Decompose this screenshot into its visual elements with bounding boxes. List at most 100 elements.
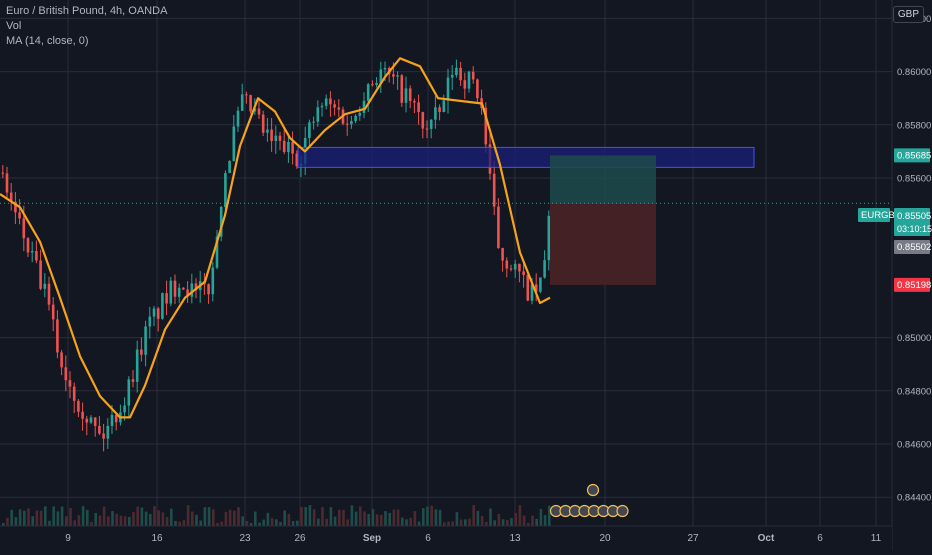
candle[interactable] (434, 107, 437, 120)
candle[interactable] (131, 379, 135, 382)
candle[interactable] (1, 172, 5, 174)
candle[interactable] (56, 319, 59, 353)
candle[interactable] (526, 274, 530, 301)
candle[interactable] (312, 121, 315, 123)
candle[interactable] (26, 238, 30, 253)
candle[interactable] (543, 260, 546, 278)
candle[interactable] (39, 260, 42, 289)
candle[interactable] (337, 107, 341, 110)
candle[interactable] (274, 135, 278, 141)
candle[interactable] (114, 414, 118, 423)
candle[interactable] (156, 308, 160, 319)
candle[interactable] (240, 94, 244, 111)
candle[interactable] (400, 75, 404, 103)
candle[interactable] (152, 308, 156, 317)
candle[interactable] (215, 236, 219, 268)
candle[interactable] (492, 173, 496, 207)
candle[interactable] (463, 80, 467, 89)
candle[interactable] (261, 114, 265, 133)
time-axis[interactable] (0, 526, 892, 550)
candle[interactable] (35, 251, 38, 261)
candle[interactable] (379, 69, 383, 83)
candle[interactable] (148, 316, 152, 327)
candle[interactable] (455, 67, 458, 76)
candle[interactable] (144, 326, 147, 355)
candle[interactable] (371, 84, 374, 86)
candle[interactable] (413, 101, 416, 103)
volume-indicator-label[interactable]: Vol (6, 20, 22, 32)
candle[interactable] (219, 207, 223, 237)
candle[interactable] (459, 67, 462, 81)
candle[interactable] (165, 293, 168, 304)
candle[interactable] (228, 160, 231, 174)
candle[interactable] (127, 379, 131, 406)
symbol-label-badge[interactable] (858, 208, 890, 222)
candle[interactable] (392, 74, 395, 77)
candle[interactable] (77, 400, 80, 412)
candle[interactable] (287, 142, 290, 152)
candle[interactable] (30, 251, 34, 253)
candle[interactable] (329, 98, 332, 105)
candle[interactable] (110, 414, 114, 427)
candle[interactable] (190, 283, 194, 297)
candle[interactable] (324, 98, 328, 106)
candle[interactable] (81, 411, 84, 419)
candle[interactable] (123, 405, 126, 413)
candle[interactable] (518, 263, 521, 272)
candle[interactable] (442, 100, 446, 113)
entry-price-label-badge[interactable] (894, 240, 930, 254)
candle[interactable] (320, 105, 324, 108)
profit-target-zone[interactable] (550, 155, 656, 205)
candle[interactable] (333, 104, 336, 108)
candle[interactable] (505, 260, 509, 269)
candle[interactable] (14, 201, 17, 213)
candle[interactable] (522, 271, 525, 275)
candle[interactable] (450, 75, 454, 78)
candle[interactable] (253, 108, 257, 112)
candle[interactable] (471, 71, 475, 80)
candle[interactable] (513, 263, 517, 270)
moving-average-line[interactable] (0, 57, 551, 419)
resistance-zone[interactable] (297, 146, 755, 168)
economic-event-flag-icon[interactable] (586, 483, 600, 497)
currency-badge[interactable]: GBP (892, 6, 924, 23)
candle[interactable] (408, 88, 412, 102)
candle[interactable] (51, 304, 55, 320)
candle[interactable] (68, 380, 72, 387)
candle[interactable] (350, 121, 353, 125)
candle[interactable] (177, 287, 181, 297)
candle[interactable] (295, 153, 299, 167)
candle[interactable] (106, 426, 110, 439)
candle[interactable] (47, 283, 51, 305)
candle[interactable] (383, 68, 387, 70)
candle[interactable] (98, 425, 101, 434)
candle[interactable] (18, 212, 21, 219)
stop-price-label-badge[interactable] (894, 277, 930, 292)
candle[interactable] (446, 77, 450, 101)
candle[interactable] (64, 367, 68, 381)
candle[interactable] (93, 417, 97, 426)
zone-price-label-badge[interactable] (894, 148, 930, 163)
candle[interactable] (396, 75, 399, 77)
candle[interactable] (102, 433, 105, 439)
candle[interactable] (476, 79, 479, 99)
candle[interactable] (140, 349, 143, 355)
price-axis[interactable] (892, 0, 932, 550)
candle[interactable] (186, 289, 189, 297)
ma-indicator-label[interactable]: MA (14, close, 0) (6, 35, 89, 47)
candle[interactable] (211, 267, 215, 295)
candle[interactable] (404, 88, 408, 103)
candle[interactable] (60, 352, 63, 368)
economic-event-flag-icon[interactable] (616, 504, 629, 518)
candle[interactable] (429, 119, 433, 129)
candle[interactable] (85, 418, 89, 423)
candle[interactable] (249, 95, 252, 112)
candle[interactable] (358, 112, 362, 116)
candle[interactable] (9, 192, 13, 202)
candle[interactable] (345, 123, 349, 125)
stop-loss-zone[interactable] (550, 204, 656, 285)
candle[interactable] (236, 110, 240, 127)
candle[interactable] (354, 115, 357, 122)
candle[interactable] (72, 386, 76, 401)
